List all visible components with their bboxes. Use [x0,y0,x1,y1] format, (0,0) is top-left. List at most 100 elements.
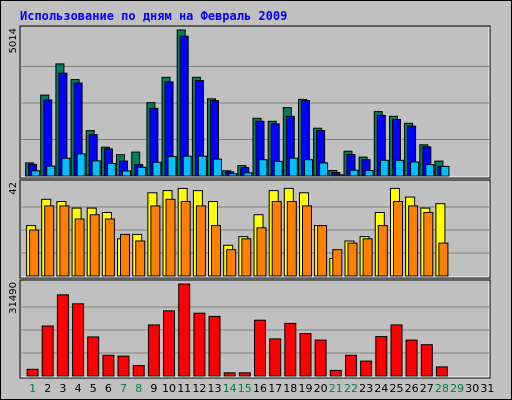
bar-kbytes-day-20 [314,339,327,377]
bar-sites-day-28 [438,242,449,277]
bar-pages-day-25 [395,159,404,177]
bar-pages-day-22 [349,169,359,177]
bar-sites-day-23 [362,238,373,277]
bar-pages-day-5 [91,160,101,177]
bar-kbytes-day-28 [435,366,448,377]
bar-pages-day-20 [319,162,329,177]
day-label-6: 6 [105,382,112,395]
day-label-13: 13 [208,382,222,395]
bar-kbytes-day-4 [72,303,85,377]
bar-pages-day-14 [228,173,238,177]
bar-pages-day-27 [425,164,435,177]
day-label-2: 2 [44,382,51,395]
bar-kbytes-day-2 [41,325,54,377]
bar-sites-day-21 [332,249,343,277]
bar-kbytes-day-3 [56,294,69,377]
bar-sites-day-8 [135,240,146,277]
day-label-9: 9 [150,382,157,395]
bar-kbytes-day-22 [345,354,357,377]
bar-sites-day-11 [180,201,191,277]
bar-files-day-2 [43,99,53,177]
bar-sites-day-6 [104,218,115,277]
bar-pages-day-19 [304,159,313,177]
bar-kbytes-day-6 [102,354,115,377]
day-label-5: 5 [90,382,97,395]
day-label-18: 18 [283,382,297,395]
bar-sites-day-3 [59,205,70,277]
bar-sites-day-5 [89,214,100,277]
bar-pages-day-16 [258,159,268,177]
bar-pages-day-8 [137,166,147,177]
bar-pages-day-7 [122,170,131,177]
day-label-27: 27 [420,382,434,395]
day-label-7: 7 [120,382,127,395]
bar-pages-day-15 [243,172,253,177]
bar-pages-day-24 [379,159,389,177]
bar-sites-day-4 [74,218,85,277]
day-label-16: 16 [253,382,267,395]
bar-sites-day-15 [241,238,252,277]
bar-sites-day-12 [195,205,206,277]
bar-kbytes-day-15 [238,372,251,377]
bar-sites-day-18 [286,201,297,277]
bar-kbytes-day-25 [390,324,403,377]
bar-kbytes-day-27 [420,344,433,377]
bar-sites-day-24 [377,225,388,277]
bar-pages-day-10 [167,156,177,177]
day-label-19: 19 [299,382,313,395]
bar-pages-day-3 [61,157,71,177]
bar-pages-day-4 [76,153,86,177]
bar-sites-day-16 [256,227,267,277]
day-label-25: 25 [390,382,404,395]
day-label-4: 4 [75,382,82,395]
bar-pages-day-6 [106,163,116,177]
day-label-3: 3 [59,382,66,395]
bar-kbytes-day-26 [405,339,418,377]
y-max-label: 42 [8,182,19,195]
bar-kbytes-day-9 [147,324,160,377]
day-label-15: 15 [238,382,252,395]
day-label-17: 17 [268,382,282,395]
panel-kbytes: 31490 [8,279,491,379]
bar-kbytes-day-13 [208,315,221,377]
bar-kbytes-day-21 [329,369,342,377]
bar-sites-day-22 [347,242,358,277]
bar-pages-day-18 [288,157,298,177]
day-label-11: 11 [177,382,191,395]
bar-pages-day-1 [31,170,41,177]
bar-sites-day-19 [302,205,312,277]
bar-sites-day-17 [271,201,282,277]
day-label-26: 26 [405,382,419,395]
bar-pages-day-2 [46,165,56,177]
bar-kbytes-day-8 [132,365,145,377]
bar-pages-day-13 [213,158,222,177]
bar-kbytes-day-16 [254,319,266,377]
bar-kbytes-day-19 [299,333,312,377]
day-label-24: 24 [374,382,388,395]
bar-kbytes-day-7 [117,355,130,377]
bar-pages-day-12 [197,155,207,177]
bar-pages-day-21 [334,174,344,177]
bar-sites-day-13 [211,225,221,277]
day-label-23: 23 [359,382,373,395]
bar-kbytes-day-5 [87,336,100,377]
bar-pages-day-17 [273,160,283,177]
chart-panels: 5014 42 31490 [8,25,491,379]
day-label-8: 8 [135,382,142,395]
bar-sites-day-14 [226,249,237,277]
bar-kbytes-day-10 [163,310,175,377]
day-label-14: 14 [223,382,237,395]
day-label-22: 22 [344,382,358,395]
bar-sites-day-25 [393,201,403,277]
bar-kbytes-day-18 [284,322,297,377]
bar-sites-day-10 [165,198,176,277]
bar-files-day-11 [179,35,189,177]
day-label-1: 1 [29,382,36,395]
bar-sites-day-7 [120,233,130,277]
bar-sites-day-27 [423,212,434,277]
bar-kbytes-day-14 [223,372,236,377]
y-max-label: 31490 [8,282,19,314]
day-label-29: 29 [450,382,464,395]
day-label-10: 10 [162,382,176,395]
